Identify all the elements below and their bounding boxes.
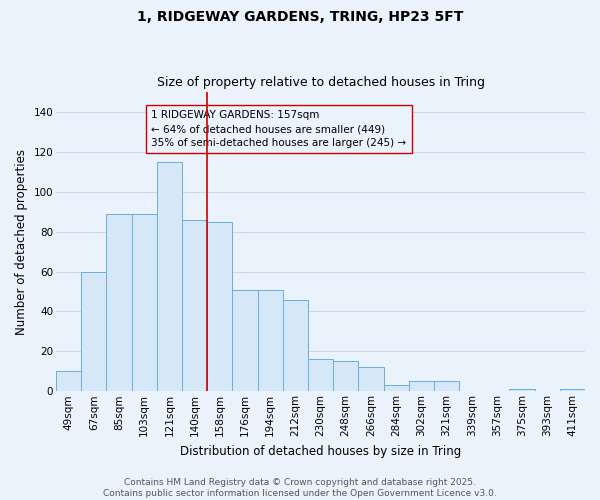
Bar (56, 372, 81, 392)
Bar (283, 300, 308, 392)
X-axis label: Distribution of detached houses by size in Tring: Distribution of detached houses by size … (180, 444, 461, 458)
Bar (509, 390, 535, 392)
Bar (434, 382, 459, 392)
Text: 1 RIDGEWAY GARDENS: 157sqm
← 64% of detached houses are smaller (449)
35% of sem: 1 RIDGEWAY GARDENS: 157sqm ← 64% of deta… (151, 110, 406, 148)
Bar (308, 360, 333, 392)
Bar (333, 362, 358, 392)
Bar (257, 290, 283, 392)
Text: Contains HM Land Registry data © Crown copyright and database right 2025.
Contai: Contains HM Land Registry data © Crown c… (103, 478, 497, 498)
Bar (232, 290, 257, 392)
Title: Size of property relative to detached houses in Tring: Size of property relative to detached ho… (157, 76, 485, 90)
Bar (207, 222, 232, 392)
Bar (358, 368, 383, 392)
Bar (560, 390, 585, 392)
Bar (106, 214, 131, 392)
Bar (157, 162, 182, 392)
Bar (81, 272, 106, 392)
Bar (383, 386, 409, 392)
Bar (131, 214, 157, 392)
Text: 1, RIDGEWAY GARDENS, TRING, HP23 5FT: 1, RIDGEWAY GARDENS, TRING, HP23 5FT (137, 10, 463, 24)
Bar (409, 382, 434, 392)
Y-axis label: Number of detached properties: Number of detached properties (15, 148, 28, 334)
Bar (182, 220, 207, 392)
